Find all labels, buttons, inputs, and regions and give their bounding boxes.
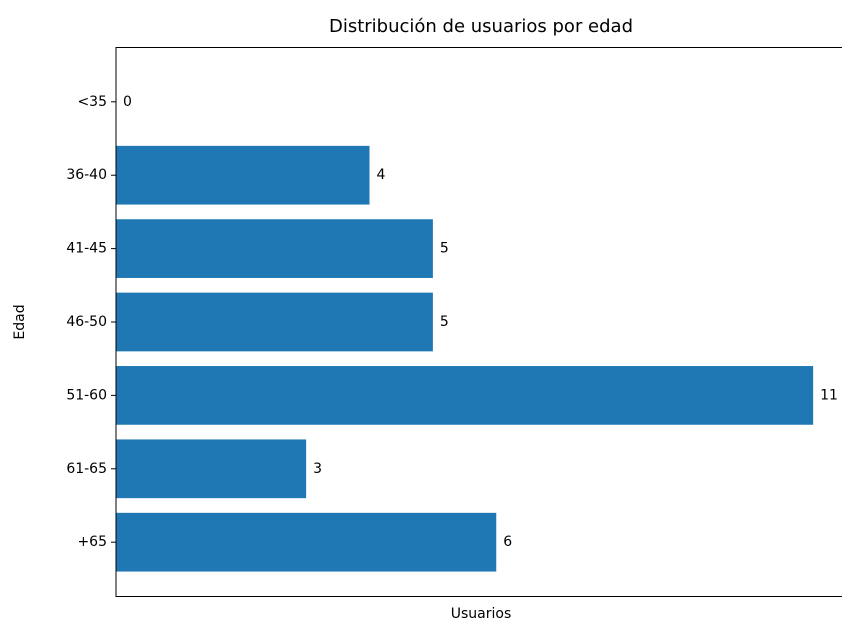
bar: [116, 292, 433, 352]
bar: [116, 219, 433, 278]
y-tick-label: +65: [77, 534, 107, 550]
bar: [116, 512, 497, 572]
y-tick-label: 36-40: [66, 167, 107, 183]
chart-title: Distribución de usuarios por edad: [329, 16, 633, 37]
y-tick-label: 51-60: [66, 387, 107, 403]
data-label: 11: [820, 387, 838, 403]
bar: [116, 145, 370, 205]
y-axis-label: Edad: [12, 304, 28, 339]
y-tick-label: <35: [77, 94, 107, 110]
y-tick-label: 41-45: [66, 241, 107, 257]
data-label: 0: [123, 94, 132, 110]
y-tick-label: 61-65: [66, 461, 107, 477]
data-label: 5: [440, 241, 449, 257]
plot-frame: [115, 47, 842, 597]
y-tick-label: 46-50: [66, 314, 107, 330]
data-label: 5: [440, 314, 449, 330]
data-label: 4: [377, 167, 386, 183]
data-label: 6: [503, 534, 512, 550]
x-axis-label: Usuarios: [451, 606, 512, 622]
data-label: 3: [313, 461, 322, 477]
bar: [116, 366, 814, 425]
bar: [116, 439, 307, 499]
